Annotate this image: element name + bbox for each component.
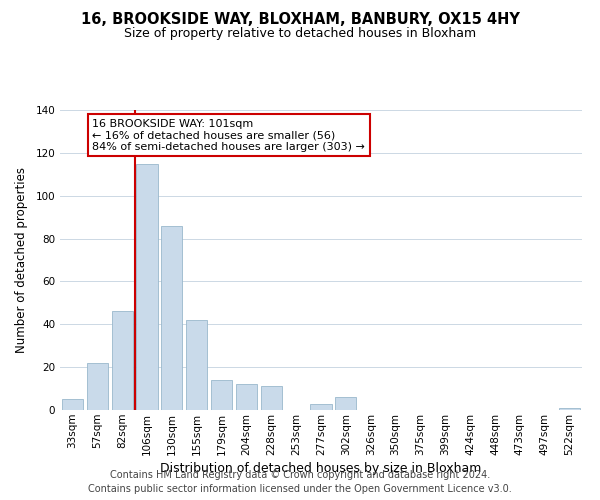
- Text: 16 BROOKSIDE WAY: 101sqm
← 16% of detached houses are smaller (56)
84% of semi-d: 16 BROOKSIDE WAY: 101sqm ← 16% of detach…: [92, 118, 365, 152]
- Bar: [136, 164, 158, 410]
- Bar: [335, 397, 356, 410]
- Bar: [186, 320, 207, 410]
- X-axis label: Distribution of detached houses by size in Bloxham: Distribution of detached houses by size …: [160, 462, 482, 475]
- Bar: [236, 384, 257, 410]
- Bar: [87, 363, 108, 410]
- Bar: [161, 226, 182, 410]
- Bar: [62, 400, 83, 410]
- Text: Size of property relative to detached houses in Bloxham: Size of property relative to detached ho…: [124, 28, 476, 40]
- Bar: [112, 312, 133, 410]
- Y-axis label: Number of detached properties: Number of detached properties: [16, 167, 28, 353]
- Text: Contains HM Land Registry data © Crown copyright and database right 2024.: Contains HM Land Registry data © Crown c…: [110, 470, 490, 480]
- Bar: [261, 386, 282, 410]
- Text: Contains public sector information licensed under the Open Government Licence v3: Contains public sector information licen…: [88, 484, 512, 494]
- Bar: [310, 404, 332, 410]
- Bar: [211, 380, 232, 410]
- Text: 16, BROOKSIDE WAY, BLOXHAM, BANBURY, OX15 4HY: 16, BROOKSIDE WAY, BLOXHAM, BANBURY, OX1…: [80, 12, 520, 28]
- Bar: [559, 408, 580, 410]
